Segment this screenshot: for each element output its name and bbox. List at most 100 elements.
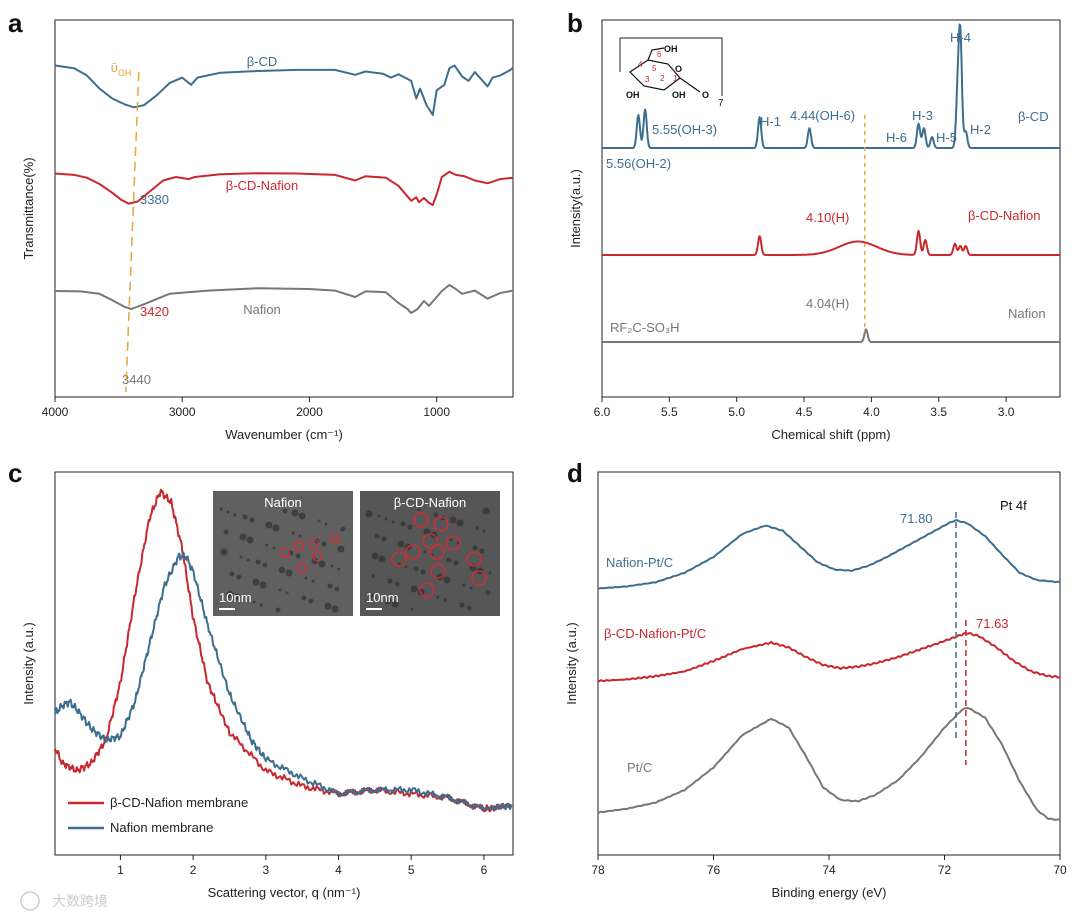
tem-inset-1: β-CD-Nafion 10nm [360, 491, 500, 616]
tem-grain [453, 560, 459, 566]
chart-panel-d: 78 76 74 72 70 Binding energy (eV) Intensity (… [564, 471, 1067, 900]
ring-substituent-6 [647, 47, 665, 61]
tem-grain [219, 507, 223, 511]
tem-highlight-circle [296, 562, 308, 574]
tem-grain [400, 521, 406, 527]
ring-number-0: 1 [673, 74, 678, 83]
xps-peak-label-0: 71.80 [900, 511, 933, 526]
tem-highlight-circle [419, 582, 435, 598]
tem-grain [423, 550, 427, 554]
tem-title-1: β-CD-Nafion [394, 495, 467, 510]
tem-grain [223, 529, 229, 535]
tem-highlight-circle [430, 563, 446, 579]
tem-scale-label-1: 10nm [366, 590, 399, 605]
tem-grain [334, 586, 340, 592]
tem-grain [381, 536, 387, 542]
nmr-peak-label-8: H-2 [970, 122, 991, 137]
tem-grain [482, 529, 486, 533]
tem-grain [220, 548, 228, 556]
tem-grain [410, 607, 414, 611]
tem-grain [404, 565, 408, 569]
x-tick-label-b-0: 6.0 [594, 405, 611, 419]
tem-grain [407, 524, 413, 530]
x-tick-label-d-3: 72 [938, 863, 952, 877]
tem-grain [417, 508, 421, 512]
tem-grain [327, 583, 333, 589]
tem-grain [449, 538, 453, 542]
tem-grain [246, 536, 254, 544]
chart-panel-b: 6.0 5.5 5.0 4.5 4.0 3.5 3.0 Chemical shift (ppm… [568, 19, 1061, 442]
chem-group-0: OH [664, 44, 678, 54]
tem-highlight-circle [433, 516, 449, 532]
tem-grain [417, 588, 425, 596]
xps-peak-label-1: 71.63 [976, 616, 1009, 631]
tem-grain [337, 567, 341, 571]
panel-label-a: a [8, 8, 23, 38]
tem-grain [285, 569, 293, 577]
nmr-peak-label-6: H-5 [936, 130, 957, 145]
tem-grain [371, 574, 375, 578]
x-tick-label-d-2: 74 [822, 863, 836, 877]
tem-inset-0: Nafion 10nm [213, 491, 353, 616]
ring-number-2: 3 [645, 75, 650, 84]
tem-grain [443, 576, 451, 584]
xps-series-2 [597, 706, 1061, 821]
x-tick-label-c-5: 6 [481, 863, 488, 877]
tem-grain [413, 566, 419, 572]
tem-grain [226, 510, 230, 514]
tem-grain [278, 588, 282, 592]
tem-grain [374, 533, 380, 539]
tem-grain [311, 579, 315, 583]
series-label-b-2: Nafion [1008, 306, 1046, 321]
xps-series-1 [597, 632, 1061, 683]
tem-grain [368, 593, 374, 599]
tem-grain [387, 578, 393, 584]
tem-grain [249, 517, 255, 523]
x-tick-label-c-2: 3 [262, 863, 269, 877]
tem-grain [298, 534, 302, 538]
tem-grain [443, 598, 447, 602]
peak-label-a-2: 3440 [122, 372, 151, 387]
panel-label-b: b [567, 8, 583, 38]
tem-grain [485, 590, 491, 596]
oh-dashed-line [125, 71, 140, 393]
y-axis-label-d: Intensity (a.u.) [564, 622, 579, 704]
tem-scale-label-0: 10nm [219, 590, 252, 605]
x-tick-label-a-1: 3000 [169, 405, 196, 419]
series-label-a-1: β-CD-Nafion [226, 178, 299, 193]
tem-grain [324, 602, 332, 610]
y-axis-label-a: Transmittance(%) [21, 157, 36, 259]
chem-group-2: OH [672, 90, 686, 100]
x-tick-label-d-4: 70 [1053, 863, 1067, 877]
x-tick-label-c-0: 1 [117, 863, 124, 877]
oh-label-subscript: OH [118, 68, 131, 78]
tem-grain [252, 600, 256, 604]
chart-panel-a: 4000 3000 2000 1000 Wavenumber (cm⁻¹) Transmi… [21, 19, 514, 442]
tem-grain [318, 560, 326, 568]
tem-grain [337, 545, 345, 553]
tem-highlight-circle [445, 535, 461, 551]
inset-bracket [620, 37, 723, 96]
tem-grain [291, 531, 295, 535]
tem-grain [436, 595, 440, 599]
x-axis-label-c: Scattering vector, q (nm⁻¹) [208, 885, 361, 900]
tem-grain [265, 543, 269, 547]
rf-so3h-label: RF₂C-SO₃H [610, 320, 680, 335]
nmr-peak-label-5: H-3 [912, 108, 933, 123]
x-tick-label-c-4: 5 [408, 863, 415, 877]
ring-number-1: 2 [660, 74, 665, 83]
tem-title-0: Nafion [264, 495, 302, 510]
tem-grain [475, 526, 479, 530]
tem-highlight-circle [466, 551, 482, 567]
tem-grain [479, 548, 485, 554]
x-tick-label-b-2: 5.0 [728, 405, 745, 419]
tem-grain [384, 597, 392, 605]
series-label-d-2: Pt/C [627, 760, 652, 775]
nmr-peak-label-nafion: 4.04(H) [806, 296, 849, 311]
tem-grain [462, 583, 466, 587]
legend-label-c-1: Nafion membrane [110, 820, 213, 835]
tem-grain [242, 514, 248, 520]
tem-grain [301, 595, 307, 601]
